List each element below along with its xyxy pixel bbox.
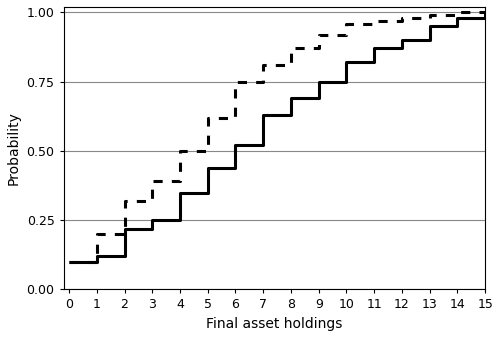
X-axis label: Final asset holdings: Final asset holdings xyxy=(206,317,342,331)
Y-axis label: Probability: Probability xyxy=(7,111,21,185)
